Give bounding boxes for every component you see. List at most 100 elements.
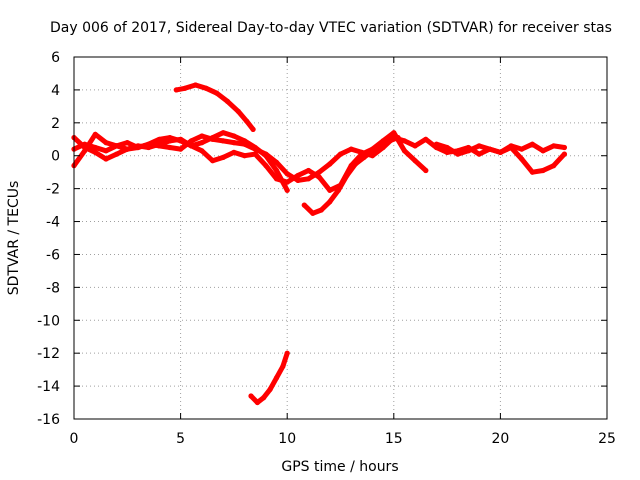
data-point xyxy=(551,163,557,169)
data-point xyxy=(210,158,216,164)
data-point xyxy=(395,135,401,141)
data-point xyxy=(220,130,226,136)
y-tick-label: -16 xyxy=(37,412,60,428)
data-point xyxy=(433,141,439,147)
series-track-g xyxy=(248,350,290,405)
data-point xyxy=(529,141,536,147)
data-point xyxy=(124,140,130,146)
data-point xyxy=(82,141,88,147)
data-point xyxy=(273,159,280,165)
data-point xyxy=(92,131,98,137)
data-point xyxy=(401,148,408,154)
data-point xyxy=(391,130,397,136)
data-point xyxy=(529,169,536,175)
data-point xyxy=(242,138,248,144)
data-point xyxy=(173,87,179,93)
series-layer xyxy=(71,82,568,406)
data-point xyxy=(220,154,226,160)
data-point xyxy=(231,133,237,139)
y-tick-label: -8 xyxy=(46,280,60,296)
y-tick-label: -4 xyxy=(46,215,60,231)
data-point xyxy=(254,399,260,406)
y-axis-label: SDTVAR / TECUs xyxy=(6,181,22,296)
data-point xyxy=(182,85,188,91)
data-point xyxy=(214,90,220,96)
data-point xyxy=(305,176,312,182)
data-point xyxy=(444,144,450,151)
data-point xyxy=(135,144,141,151)
data-point xyxy=(252,151,258,157)
data-point xyxy=(412,158,418,164)
data-point xyxy=(273,167,280,174)
data-point xyxy=(401,138,408,144)
data-point xyxy=(82,148,88,154)
data-point xyxy=(220,138,226,144)
data-point xyxy=(103,156,109,162)
data-point xyxy=(263,153,269,159)
data-point xyxy=(301,202,307,208)
data-point xyxy=(561,151,568,157)
chart-title: Day 006 of 2017, Sidereal Day-to-day VTE… xyxy=(50,20,612,36)
y-tick-label: -10 xyxy=(37,313,60,329)
data-point xyxy=(280,363,286,369)
data-point xyxy=(261,395,267,401)
data-point xyxy=(540,167,546,174)
data-point xyxy=(344,172,350,179)
data-point xyxy=(318,207,324,213)
data-point xyxy=(263,163,269,169)
data-point xyxy=(465,148,471,154)
y-tick-label: -6 xyxy=(46,247,60,263)
data-point xyxy=(92,144,98,151)
data-point xyxy=(252,144,258,151)
data-point xyxy=(199,140,205,146)
data-point xyxy=(352,161,358,167)
grid xyxy=(74,57,607,419)
data-point xyxy=(124,146,130,152)
x-tick-label: 15 xyxy=(385,431,403,447)
data-point xyxy=(167,135,173,141)
data-point xyxy=(244,118,250,124)
data-point xyxy=(103,140,109,146)
data-point xyxy=(327,161,333,167)
data-point xyxy=(250,126,256,132)
data-point xyxy=(386,138,393,144)
data-point xyxy=(210,135,216,141)
axis-ticks: 0 5 10 15 20 25 -16 -14 -12 -10 -8 -6 -4 -2 0 2 4 6 xyxy=(37,50,616,447)
data-point xyxy=(167,144,173,151)
data-point xyxy=(310,210,316,216)
data-point xyxy=(156,143,162,149)
data-point xyxy=(378,143,384,149)
data-point xyxy=(359,149,365,155)
data-point xyxy=(199,148,205,154)
data-point xyxy=(146,141,152,147)
data-point xyxy=(231,149,237,155)
data-point xyxy=(284,187,290,193)
data-point xyxy=(519,156,525,162)
data-point xyxy=(178,146,184,152)
data-point xyxy=(361,154,367,160)
data-point xyxy=(423,136,429,142)
data-point xyxy=(508,144,514,151)
data-point xyxy=(114,151,120,157)
data-point xyxy=(284,171,290,177)
plot-frame xyxy=(73,56,608,420)
x-tick-label: 10 xyxy=(278,431,296,447)
data-point xyxy=(337,151,344,157)
data-point xyxy=(476,143,482,149)
data-point xyxy=(295,177,301,183)
data-point xyxy=(192,82,199,88)
data-point xyxy=(327,199,333,205)
data-point xyxy=(188,143,194,149)
x-tick-label: 20 xyxy=(491,431,509,447)
data-point xyxy=(199,133,205,139)
x-tick-label: 5 xyxy=(176,431,185,447)
y-tick-label: 6 xyxy=(51,50,60,66)
data-point xyxy=(284,350,290,356)
data-point xyxy=(487,146,493,152)
y-tick-label: -2 xyxy=(46,182,60,198)
x-tick-label: 0 xyxy=(70,431,79,447)
data-point xyxy=(224,98,231,104)
data-point xyxy=(412,143,418,149)
data-point xyxy=(267,386,273,392)
